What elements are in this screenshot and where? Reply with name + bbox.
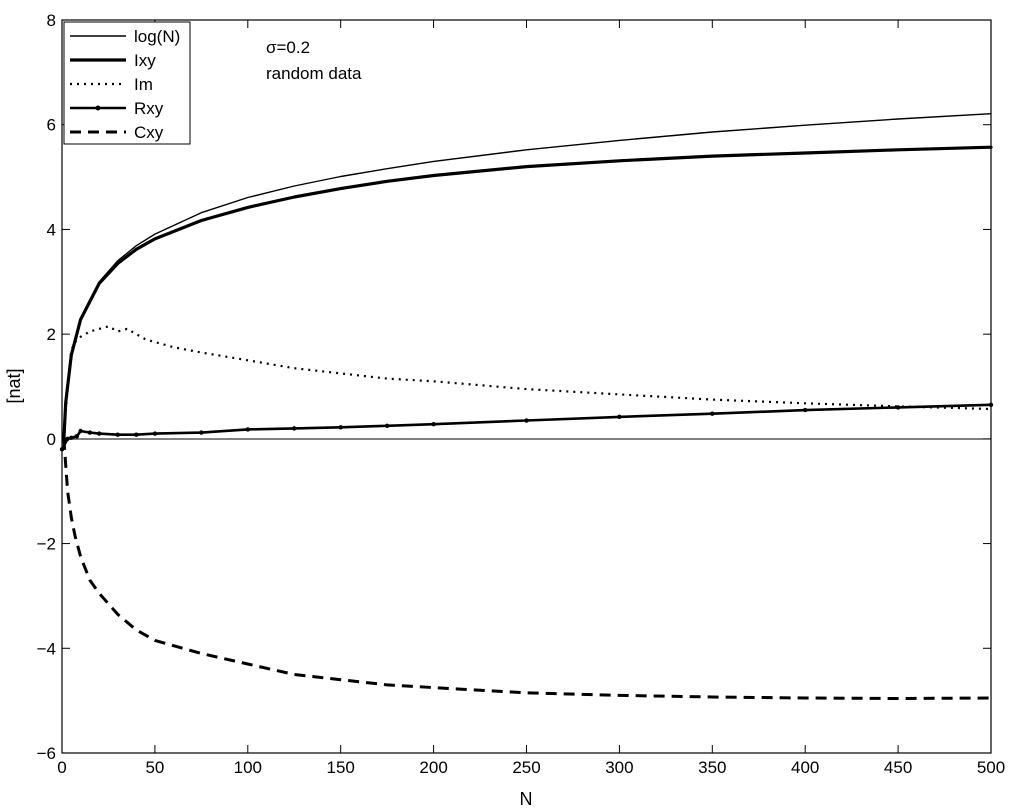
plot-area [62, 20, 991, 753]
y-tick-label: 6 [47, 116, 56, 135]
legend-label: Ixy [134, 51, 156, 70]
series-point-rxy [69, 435, 74, 441]
series-point-rxy [87, 430, 93, 435]
x-axis: 0 50 100 150 200 250 300 350 400 450 500 [57, 20, 1005, 777]
series-point-rxy [199, 430, 204, 435]
series-line-ixy [62, 145, 993, 441]
series-point-rxy [134, 432, 139, 437]
x-tick-label: 300 [605, 758, 633, 777]
series-line-rxy [60, 403, 993, 451]
series-point-rxy [617, 414, 622, 420]
x-tick-label: 0 [57, 758, 66, 777]
y-tick-label: 4 [47, 220, 56, 239]
x-tick-label: 200 [419, 758, 447, 777]
series-point-rxy [78, 428, 83, 434]
x-tick-label: 250 [512, 758, 540, 777]
series-point-rxy [96, 431, 102, 436]
legend-label: Cxy [134, 123, 164, 142]
series-point-rxy [710, 411, 715, 416]
y-tick-label: 8 [47, 11, 56, 30]
series-point-rxy [338, 425, 343, 430]
series-point-rxy [895, 405, 901, 410]
x-tick-label: 150 [327, 758, 355, 777]
legend-label: Im [134, 75, 153, 94]
y-tick-label: −6 [37, 744, 56, 763]
y-tick-label: −4 [37, 639, 56, 658]
x-tick-label: 50 [145, 758, 164, 777]
y-axis: −6 −4 −2 0 2 4 6 8 [37, 11, 991, 763]
x-tick-label: 450 [884, 758, 912, 777]
series-point-rxy [384, 423, 390, 428]
y-axis-label: [nat] [4, 368, 24, 403]
series-point-rxy [292, 426, 297, 431]
y-tick-label: 2 [47, 325, 56, 344]
legend-label: log(N) [134, 27, 180, 46]
annotation-sigma: σ=0.2 [266, 38, 310, 57]
x-tick-label: 500 [977, 758, 1005, 777]
x-tick-label: 400 [791, 758, 819, 777]
x-tick-label: 350 [698, 758, 726, 777]
legend: log(N) Ixy Im Rxy Cxy [63, 21, 191, 145]
series-point-rxy [803, 407, 808, 413]
legend-swatch-point [95, 105, 101, 111]
y-tick-label: 0 [47, 430, 56, 449]
y-tick-label: −2 [37, 535, 56, 554]
series-point-rxy [524, 418, 529, 423]
annotation-random-data: random data [266, 64, 362, 83]
series-line-im [62, 325, 992, 439]
x-axis-label: N [520, 789, 533, 809]
series-line-cxy [62, 438, 992, 700]
series-point-rxy [245, 427, 250, 432]
x-tick-label: 100 [234, 758, 262, 777]
series-point-rxy [74, 434, 80, 439]
series-layer [59, 112, 994, 700]
legend-label: Rxy [134, 99, 164, 118]
series-point-rxy [115, 432, 120, 437]
series-point-rxy [431, 421, 436, 427]
series-point-rxy [152, 431, 158, 436]
